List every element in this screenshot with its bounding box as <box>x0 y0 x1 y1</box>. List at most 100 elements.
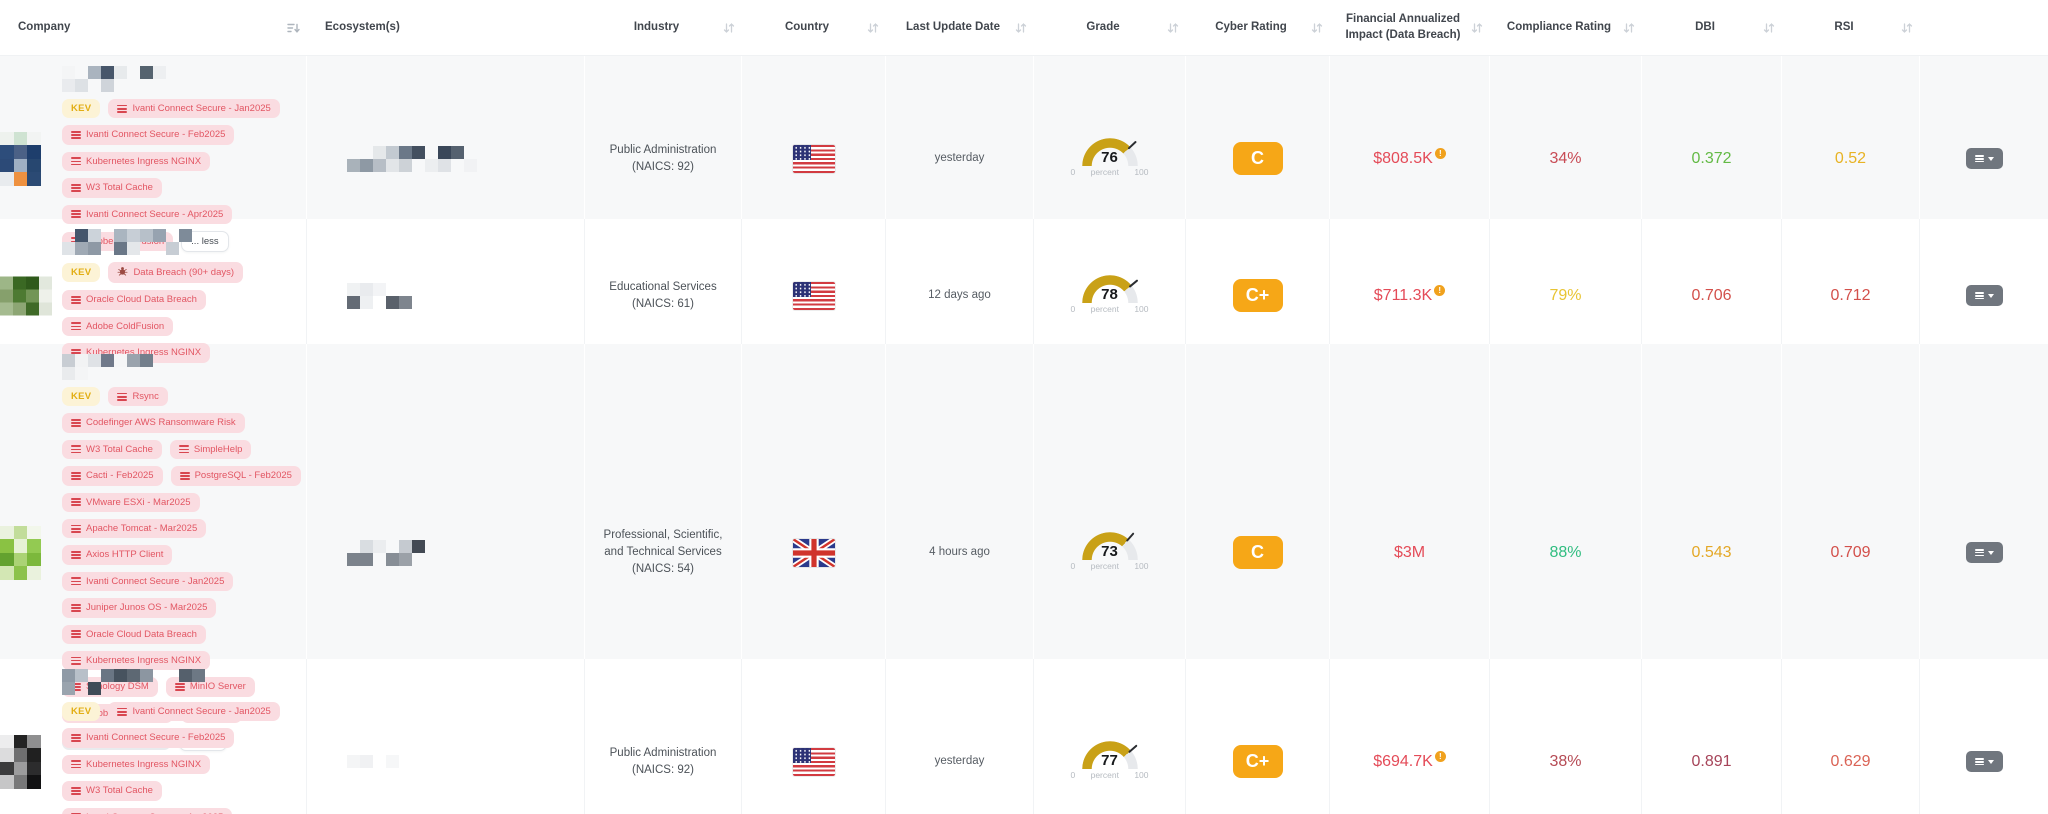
column-header-cyber_rating[interactable]: Cyber Rating <box>1186 0 1330 55</box>
redacted-pixel <box>153 79 166 92</box>
cell-compliance: 38% <box>1490 659 1642 814</box>
column-header-grade[interactable]: Grade <box>1034 0 1186 55</box>
cell-industry: Public Administration (NAICS: 92) <box>585 659 742 814</box>
risk-tag[interactable]: SimpleHelp <box>169 439 252 460</box>
row-actions-button[interactable] <box>1965 542 2003 564</box>
info-icon[interactable]: ! <box>1434 284 1446 296</box>
info-icon[interactable]: ! <box>1434 750 1446 762</box>
risk-tag[interactable]: MinIO Server <box>165 677 255 697</box>
redacted-pixel <box>75 354 88 367</box>
risk-tag[interactable]: Oracle Cloud Data Breach <box>62 624 206 644</box>
risk-tag[interactable]: W3 Total Cache <box>62 781 162 801</box>
kev-tag[interactable]: KEV <box>62 387 101 407</box>
risk-tag[interactable]: Ivanti Connect Secure - Feb2025 <box>62 125 235 145</box>
chevron-down-icon <box>1987 550 1994 555</box>
logo-mosaic <box>0 734 41 789</box>
risk-tag[interactable]: W3 Total Cache <box>62 439 162 460</box>
row-actions-button[interactable] <box>1965 148 2003 170</box>
risk-tag[interactable]: Cacti - Feb2025 <box>62 466 163 486</box>
column-header-industry[interactable]: Industry <box>585 0 742 55</box>
cell-financial-impact: $694.7K! <box>1330 659 1490 814</box>
redacted-pixel <box>62 682 75 695</box>
cell-dbi: 0.543 <box>1642 344 1782 762</box>
redacted-pixel <box>360 539 373 553</box>
tag-label: Juniper Junos OS - Mar2025 <box>86 602 208 614</box>
risk-tag[interactable]: Axios HTTP Client <box>62 545 173 565</box>
cell-rsi: 0.52 <box>1782 56 1920 262</box>
tag-label: Ivanti Connect Secure - Feb2025 <box>86 732 226 744</box>
redacted-pixel <box>360 755 373 769</box>
kev-tag[interactable]: KEV <box>62 99 101 119</box>
redacted-pixel <box>464 158 477 172</box>
table-header-row: Company Ecosystem(s) Industry Country Last U… <box>0 0 2048 56</box>
redacted-pixel <box>0 289 13 303</box>
cell-cyber-rating: C <box>1186 56 1330 262</box>
redacted-pixel <box>140 229 153 242</box>
column-header-dbi[interactable]: DBI <box>1642 0 1782 55</box>
row-actions-button[interactable] <box>1965 285 2003 307</box>
redacted-pixel <box>153 66 166 79</box>
risk-tag[interactable]: W3 Total Cache <box>62 178 162 198</box>
risk-tag[interactable]: Ivanti Connect Secure - Jan2025 <box>62 571 234 592</box>
column-header-company[interactable]: Company <box>0 0 307 55</box>
gauge-scale-label: 100 <box>1134 166 1149 177</box>
risk-tag[interactable]: Kubernetes Ingress NGINX <box>62 151 211 172</box>
kev-tag[interactable]: KEV <box>62 263 101 283</box>
tag-label: W3 Total Cache <box>86 443 153 455</box>
redacted-pixel <box>114 669 127 682</box>
ecosystem-mosaic <box>347 755 425 769</box>
redacted-pixel <box>360 552 373 566</box>
risk-tag[interactable]: Oracle Cloud Data Breach <box>62 290 206 310</box>
risk-tag[interactable]: Ivanti Connect Secure - Jan2025 <box>108 702 280 722</box>
redacted-pixel <box>347 552 360 566</box>
cyber-rating-badge: C+ <box>1232 279 1283 313</box>
table-row: KEV Data Breach (90+ days) Oracle Cloud Da… <box>0 219 2048 373</box>
cell-cyber-rating: C+ <box>1186 659 1330 814</box>
redacted-pixel <box>0 302 13 316</box>
kev-tag[interactable]: KEV <box>62 702 101 722</box>
risk-tag[interactable]: Apache Tomcat - Mar2025 <box>62 518 207 539</box>
risk-tag[interactable]: Data Breach (90+ days) <box>108 262 244 284</box>
risk-tag[interactable]: Ivanti Connect Secure - Feb2025 <box>62 728 235 748</box>
redacted-pixel <box>0 761 14 776</box>
impact-value: $3M <box>1393 543 1426 561</box>
risk-tag[interactable]: Ivanti Connect Secure - Jan2025 <box>108 99 280 119</box>
risk-tag[interactable]: PostgreSQL - Feb2025 <box>170 466 301 486</box>
risk-tag[interactable]: Codefinger AWS Ransomware Risk <box>62 413 245 433</box>
redacted-pixel <box>179 229 192 242</box>
redacted-pixel <box>412 553 425 566</box>
redacted-pixel <box>153 682 166 695</box>
row-actions-button[interactable] <box>1965 751 2003 773</box>
risk-tag[interactable]: Juniper Junos OS - Mar2025 <box>62 598 217 618</box>
cell-last-update: 4 hours ago <box>886 344 1034 762</box>
column-header-last_update[interactable]: Last Update Date <box>886 0 1034 55</box>
risk-tag[interactable]: Adobe ColdFusion <box>62 316 174 337</box>
menu-icon <box>1974 549 1984 557</box>
list-icon <box>71 786 81 795</box>
column-header-compliance[interactable]: Compliance Rating <box>1490 0 1642 55</box>
ecosystem-redacted <box>307 145 584 172</box>
risk-tag[interactable]: Synology DSM <box>62 677 158 697</box>
industry-label: Professional, Scientific, and Technical … <box>603 528 723 576</box>
cyber-rating-badge: C <box>1232 536 1283 570</box>
column-header-rsi[interactable]: RSI <box>1782 0 1920 55</box>
risk-tag[interactable]: Rsync <box>108 387 168 407</box>
column-header-country[interactable]: Country <box>742 0 886 55</box>
cell-dbi: 0.891 <box>1642 659 1782 814</box>
redacted-pixel <box>192 682 205 695</box>
column-header-impact[interactable]: Financial Annualized Impact (Data Breach… <box>1330 0 1490 55</box>
risk-tag[interactable]: VMware ESXi - Mar2025 <box>62 492 200 512</box>
company-name-redacted <box>62 354 153 380</box>
risk-tag[interactable]: Ivanti Connect Secure - Apr2025 <box>62 204 233 224</box>
risk-tag[interactable]: Ivanti Connect Secure - Apr2025 <box>62 807 233 814</box>
tag-label: Ivanti Connect Secure - Jan2025 <box>132 103 271 114</box>
redacted-pixel <box>360 295 373 309</box>
info-icon[interactable]: ! <box>1434 147 1446 159</box>
list-icon <box>71 322 81 331</box>
redacted-pixel <box>75 229 88 242</box>
redacted-pixel <box>0 566 14 580</box>
risk-tag[interactable]: Kubernetes Ingress NGINX <box>62 754 211 775</box>
gauge-scale-label: 0 <box>1070 769 1076 780</box>
impact-value: $694.7K <box>1373 752 1433 770</box>
risk-tag[interactable]: Kubernetes Ingress NGINX <box>62 650 211 671</box>
